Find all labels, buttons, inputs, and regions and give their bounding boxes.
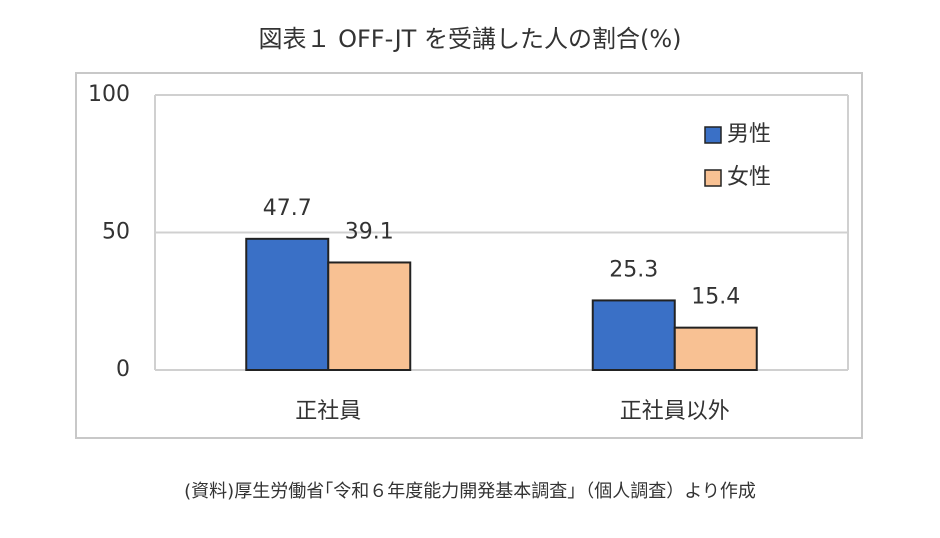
source-note: (資料)厚生労働省｢令和６年度能力開発基本調査｣（個人調査）より作成	[184, 481, 756, 502]
legend-label: 女性	[727, 165, 771, 190]
y-tick-label: 50	[102, 220, 130, 245]
value-label: 25.3	[609, 257, 658, 282]
value-label: 47.7	[263, 196, 312, 221]
x-tick-label: 正社員	[295, 399, 361, 424]
legend-swatch	[704, 126, 722, 144]
legend-swatch	[704, 169, 722, 187]
bar	[245, 237, 330, 371]
value-label: 15.4	[691, 285, 740, 310]
bar	[327, 261, 412, 372]
chart-title: 図表１ OFF-JT を受講した人の割合(%)	[258, 25, 681, 53]
chart-border	[75, 72, 863, 439]
value-label: 39.1	[345, 219, 394, 244]
x-tick-label: 正社員以外	[620, 399, 730, 424]
y-tick-label: 100	[88, 82, 130, 107]
bar	[673, 326, 758, 371]
legend-label: 男性	[727, 122, 771, 147]
y-tick-label: 0	[116, 357, 130, 382]
bar	[591, 299, 676, 371]
